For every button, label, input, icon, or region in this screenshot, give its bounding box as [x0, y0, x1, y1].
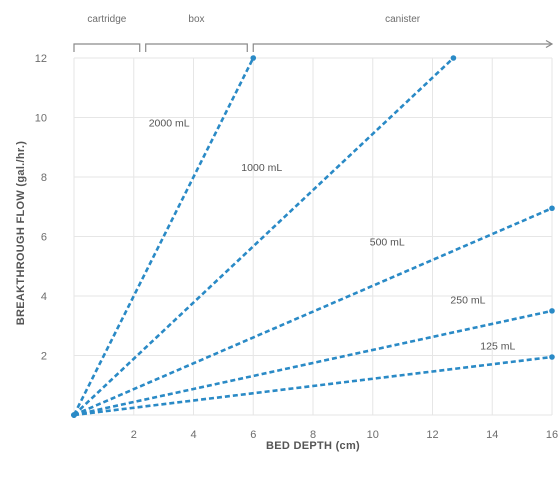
y-tick-label: 4 — [41, 291, 47, 303]
series-end-point — [450, 55, 457, 61]
range-bracket-line — [145, 43, 248, 52]
x-tick-label: 6 — [250, 429, 256, 441]
series-end-point — [549, 205, 555, 212]
y-tick-label: 6 — [41, 232, 47, 244]
series-origin-point — [71, 412, 77, 418]
x-tick-label: 10 — [367, 429, 379, 441]
x-tick-label: 12 — [426, 429, 438, 441]
series-end-point — [549, 308, 555, 314]
range-bracket-canister: canister — [252, 14, 554, 52]
series-label-125-ml: 125 mL — [480, 341, 515, 353]
x-tick-label: 14 — [486, 429, 498, 441]
arrow-right-icon — [545, 39, 554, 49]
series-label-250-ml: 250 mL — [450, 294, 485, 306]
y-tick-label: 12 — [35, 53, 47, 65]
series-label-1000-ml: 1000 mL — [241, 162, 282, 174]
series-label-2000-ml: 2000 mL — [149, 117, 190, 129]
grid-lines — [73, 57, 553, 416]
series-end-point — [549, 354, 555, 360]
x-tick-label: 2 — [131, 429, 137, 441]
y-axis-title: BREAKTHROUGH FLOW (gal./hr.) — [15, 141, 27, 325]
range-label: canister — [385, 14, 421, 25]
x-tick-label: 4 — [190, 429, 196, 441]
range-bracket-box: box — [145, 14, 248, 52]
range-label: cartridge — [87, 14, 126, 25]
range-label: box — [188, 14, 204, 25]
usage-range-brackets: cartridge box canister — [73, 14, 554, 52]
series-end-point — [250, 55, 257, 61]
series-125-ml — [71, 354, 555, 418]
x-tick-label: 8 — [310, 429, 316, 441]
range-bracket-line — [73, 43, 141, 52]
y-tick-label: 2 — [41, 351, 47, 363]
series-line — [73, 309, 553, 417]
series-line — [73, 57, 455, 416]
y-tick-label: 8 — [41, 172, 47, 184]
axis-tick-labels: 2 4 6 8 10 12 14 16 2 4 6 8 10 12 — [35, 53, 558, 441]
range-bracket-line — [252, 43, 552, 52]
series-line — [72, 57, 255, 416]
range-bracket-cartridge: cartridge — [73, 14, 141, 52]
series-labels: 2000 mL 1000 mL 500 mL 250 mL 125 mL — [149, 117, 516, 352]
x-tick-label: 16 — [546, 429, 558, 441]
series-line — [73, 355, 553, 417]
series-lines — [71, 55, 555, 418]
series-line — [73, 207, 553, 417]
y-tick-label: 10 — [35, 113, 47, 125]
x-axis-title: BED DEPTH (cm) — [266, 440, 360, 452]
series-label-500-ml: 500 mL — [370, 236, 405, 248]
